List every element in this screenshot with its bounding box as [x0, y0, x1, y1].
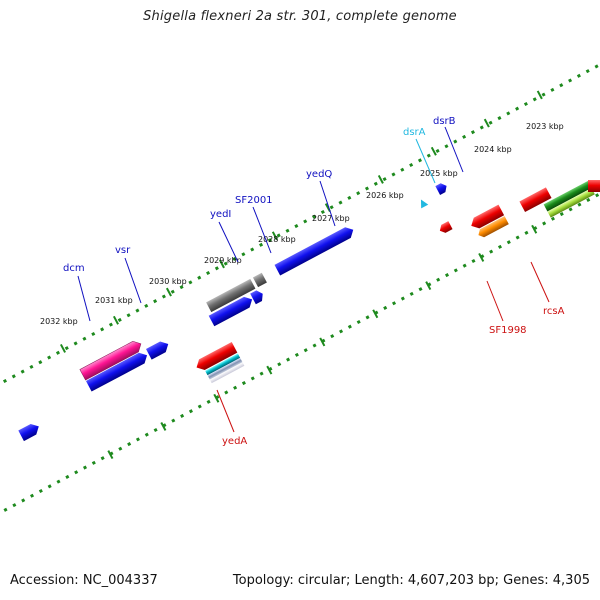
gene-yedI	[208, 296, 253, 327]
gene-SF1998	[439, 221, 453, 233]
gene-right-red	[519, 187, 552, 213]
label-yedQ: yedQ	[306, 169, 332, 180]
inner-major-ticks	[107, 224, 538, 460]
map-title: Shigella flexneri 2a str. 301, complete …	[143, 9, 457, 24]
gene-right-green	[543, 180, 592, 212]
tick-label: 2028 kbp	[258, 235, 296, 244]
gene-rcsA-orange	[478, 216, 509, 238]
label-SF2001: SF2001	[235, 195, 273, 206]
tick-label: 2026 kbp	[366, 191, 404, 200]
gene-yedA-cyan	[205, 353, 241, 376]
gene-SF2001	[250, 290, 263, 305]
tick-label: 2027 kbp	[312, 214, 350, 223]
gene-dcm	[79, 341, 142, 381]
label-yedI: yedI	[210, 209, 231, 220]
gene-rcsA	[471, 204, 505, 229]
accession-text: Accession: NC_004337	[10, 573, 158, 588]
plus-strand-genes	[18, 183, 447, 442]
tick-label: 2030 kbp	[149, 277, 187, 286]
label-dsrB: dsrB	[433, 116, 456, 127]
label-SF1998: SF1998	[489, 325, 527, 336]
label-rcsA: rcsA	[543, 306, 565, 317]
tick-label: 2032 kbp	[40, 317, 78, 326]
gene-plus-edge-left	[18, 423, 39, 442]
gene-dsrA	[420, 199, 429, 209]
label-dcm: dcm	[63, 263, 85, 274]
minus-strand-genes	[196, 180, 595, 384]
gene-gray-1	[206, 278, 256, 313]
gene-dcm-b	[85, 352, 148, 392]
gene-yedA	[196, 341, 238, 370]
edge-red-block	[588, 180, 600, 192]
plus-gene-labels: dcm vsr yedI SF2001 yedQ dsrA dsrB	[63, 116, 464, 322]
tick-label: 2024 kbp	[474, 145, 512, 154]
gene-gray-2	[252, 272, 267, 288]
tick-label: 2023 kbp	[526, 122, 564, 131]
label-dsrA: dsrA	[403, 127, 426, 138]
gene-yedA-steel	[207, 357, 243, 380]
gene-dsrB	[435, 183, 447, 195]
label-yedA: yedA	[222, 436, 247, 447]
tick-label: 2031 kbp	[95, 296, 133, 305]
outer-tick-ring	[0, 4, 600, 477]
label-vsr: vsr	[115, 245, 131, 256]
gene-right-lime	[547, 188, 595, 218]
tick-label: 2025 kbp	[420, 169, 458, 178]
gene-yedQ	[274, 227, 354, 276]
outer-major-ticks	[60, 90, 543, 353]
minus-gene-labels: yedA SF1998 rcsA	[216, 261, 565, 447]
gene-yedA-light	[209, 362, 245, 384]
genome-summary: Topology: circular; Length: 4,607,203 bp…	[232, 573, 590, 588]
gene-vsr	[145, 341, 169, 360]
tick-labels: 2032 kbp 2031 kbp 2030 kbp 2029 kbp 2028…	[40, 122, 564, 326]
tick-label: 2029 kbp	[204, 256, 242, 265]
genome-backbone	[0, 53, 600, 528]
